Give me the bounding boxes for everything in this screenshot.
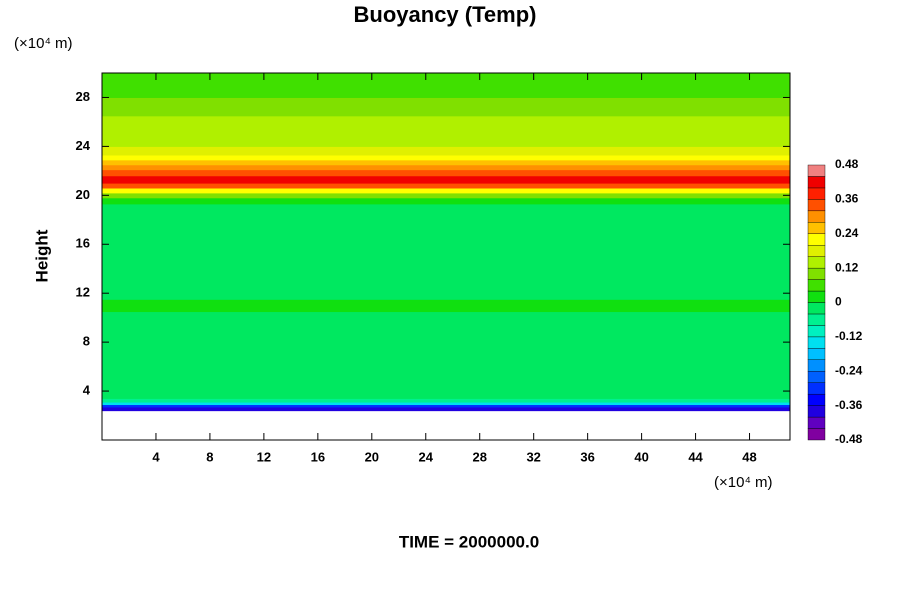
colorbar-swatch — [807, 210, 826, 223]
heat-band — [102, 73, 790, 98]
colorbar-swatch — [807, 371, 826, 383]
heat-band — [102, 169, 790, 177]
heat-band — [102, 115, 790, 147]
colorbar-swatch — [807, 290, 826, 303]
colorbar-swatch — [807, 245, 826, 257]
footer: TIME = 2000000.0 — [399, 532, 539, 551]
heat-band — [102, 154, 790, 161]
heat-band — [102, 175, 790, 184]
colorbar-swatch — [807, 393, 826, 406]
plot-frame — [101, 72, 791, 441]
colorbar-tick-label: -0.48 — [835, 432, 863, 446]
x-tick-label: 48 — [742, 449, 756, 464]
heat-band — [102, 197, 790, 205]
x-tick-label: 36 — [580, 449, 594, 464]
heat-band — [102, 159, 790, 166]
x-tick-label: 40 — [634, 449, 648, 464]
y-tick-label: 20 — [76, 187, 90, 202]
colorbar-swatch — [807, 187, 826, 200]
chart-title: Buoyancy (Temp) — [354, 2, 537, 27]
colorbar-swatch — [807, 382, 826, 395]
x-tick-label: 16 — [311, 449, 325, 464]
colorbar-swatch — [807, 313, 826, 326]
colorbar-tick-label: -0.24 — [835, 363, 863, 377]
colorbar-swatch — [807, 233, 826, 246]
x-tick-label: 32 — [526, 449, 540, 464]
y-tick-label: 24 — [76, 138, 91, 153]
colorbar-swatch — [807, 336, 826, 349]
colorbar-tick-label: -0.12 — [835, 329, 863, 343]
heat-band — [102, 311, 790, 399]
colorbar-swatch — [807, 279, 826, 292]
colorbar-swatch — [807, 428, 826, 441]
x-tick-label: 4 — [152, 449, 160, 464]
x-unit: (×10⁴ m) — [714, 474, 773, 491]
y-tick-label: 8 — [83, 334, 90, 349]
colorbar-tick-label: 0 — [835, 295, 842, 309]
colorbar-swatch — [807, 405, 826, 418]
colorbar-swatch — [807, 164, 826, 177]
heat-band — [102, 164, 790, 171]
heat-band — [102, 404, 790, 408]
x-tick-label: 12 — [257, 449, 271, 464]
heat-band — [102, 402, 790, 406]
heat-band — [102, 203, 790, 300]
y-tick-label: 4 — [83, 383, 91, 398]
colorbar-tick-label: 0.24 — [835, 226, 859, 240]
colorbar-tick-label: 0.48 — [835, 157, 859, 171]
x-tick-label: 28 — [472, 449, 486, 464]
y-tick-label: 28 — [76, 89, 90, 104]
colorbar-swatch — [807, 302, 826, 315]
x-tick-label: 20 — [365, 449, 379, 464]
x-tick-label: 44 — [688, 449, 703, 464]
y-tick-label: 16 — [76, 236, 90, 251]
colorbar-swatch — [807, 359, 826, 372]
heat-band — [102, 406, 790, 412]
heat-band — [102, 97, 790, 117]
heat-band — [102, 183, 790, 189]
colorbar-tick-label: 0.36 — [835, 192, 859, 206]
heat-band — [102, 187, 790, 194]
y-unit: (×10⁴ m) — [14, 35, 73, 52]
colorbar-tick-label: 0.12 — [835, 260, 859, 274]
y-axis-label: Height — [32, 229, 51, 282]
colorbar-swatch — [807, 416, 826, 429]
colorbar-tick-label: -0.36 — [835, 398, 863, 412]
colorbar-swatch — [807, 199, 826, 212]
heat-band — [102, 192, 790, 199]
colorbar-swatch — [807, 256, 826, 269]
colorbar-swatch — [807, 176, 826, 189]
x-tick-label: 8 — [206, 449, 213, 464]
y-tick-label: 12 — [76, 285, 90, 300]
colorbar-swatch — [807, 222, 826, 234]
heat-band — [102, 299, 790, 313]
colorbar-swatch — [807, 325, 826, 338]
colorbar-swatch — [807, 348, 826, 360]
colorbar-swatch — [807, 267, 826, 280]
x-tick-label: 24 — [419, 449, 434, 464]
heat-band — [102, 146, 790, 156]
heat-band — [102, 398, 790, 403]
